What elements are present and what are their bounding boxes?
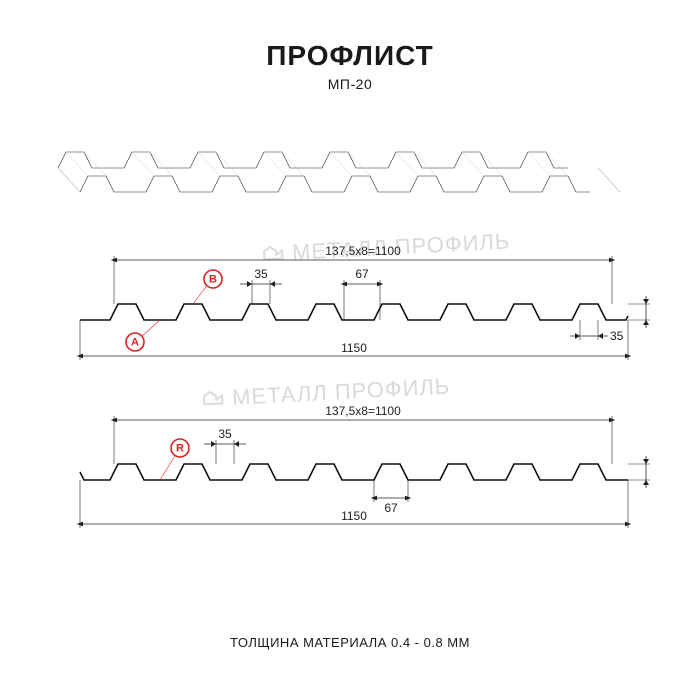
profile-path-1 [80, 304, 628, 320]
dim-overall-2: 1150 [341, 509, 367, 523]
cross-section-2: 137,5х8=1100 35 R 67 18 1150 [80, 404, 650, 528]
dim-35b-1: 35 [610, 329, 624, 343]
isometric-view [58, 152, 620, 192]
marker-a: A [131, 337, 139, 349]
diagram-stage: 137,5х8=1100 35 67 A B 18 35 [50, 130, 650, 570]
dim-pitch-2: 137,5х8=1100 [325, 404, 401, 418]
dim-valley-2: 67 [384, 501, 398, 515]
marker-r: R [176, 443, 184, 455]
dim-crest-2: 35 [218, 427, 232, 441]
dim-pitch-1: 137,5х8=1100 [325, 244, 401, 258]
footer-thickness: ТОЛЩИНА МАТЕРИАЛА 0.4 - 0.8 ММ [0, 635, 700, 650]
dim-overall-1: 1150 [341, 341, 367, 355]
marker-b: B [209, 274, 217, 286]
page-title: ПРОФЛИСТ [0, 40, 700, 72]
page-subtitle: МП-20 [0, 76, 700, 92]
profile-path-2 [80, 464, 628, 480]
dim-valley-1: 67 [355, 267, 369, 281]
technical-drawing: 137,5х8=1100 35 67 A B 18 35 [50, 130, 650, 570]
dim-crest-1: 35 [254, 267, 268, 281]
cross-section-1: 137,5х8=1100 35 67 A B 18 35 [80, 244, 650, 360]
